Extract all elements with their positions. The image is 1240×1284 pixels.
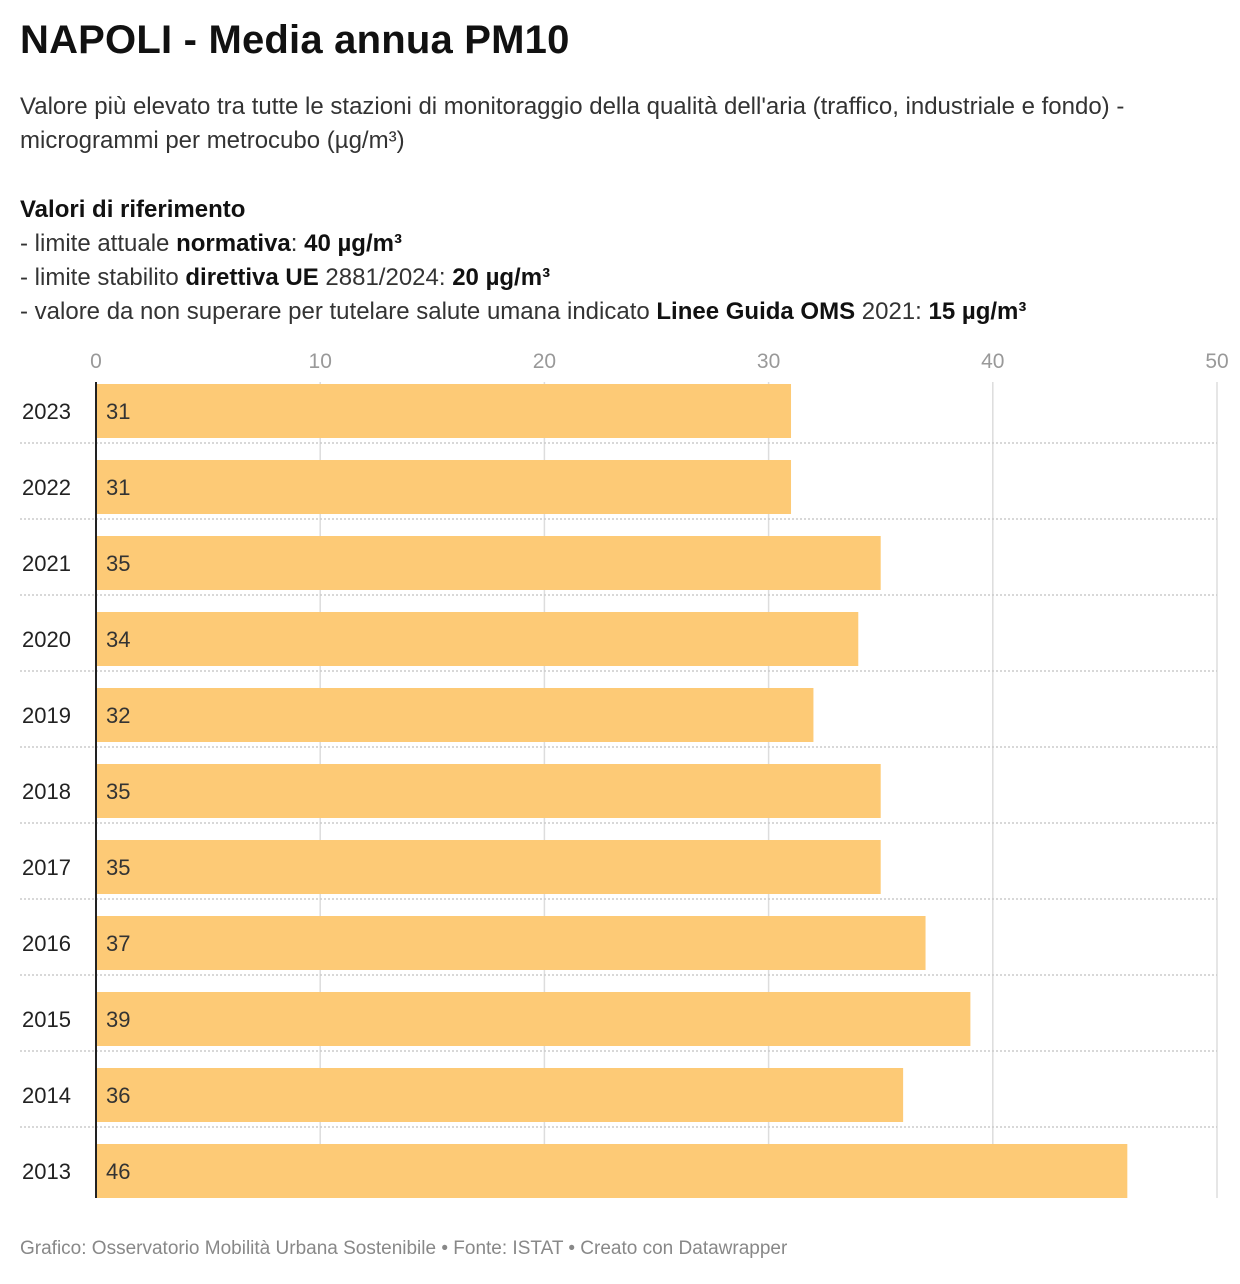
value-label-2015: 39 xyxy=(106,1007,130,1032)
category-label-2015: 2015 xyxy=(22,1007,71,1032)
tick-label-50: 50 xyxy=(1205,350,1228,373)
tick-label-10: 10 xyxy=(309,350,332,373)
reference-1-bold: normativa xyxy=(176,230,291,257)
reference-3-value: 15 µg/m³ xyxy=(928,298,1027,325)
bar-2018 xyxy=(96,764,881,818)
category-label-2022: 2022 xyxy=(22,475,71,500)
reference-2-bold: direttiva UE xyxy=(185,264,319,291)
category-label-2018: 2018 xyxy=(22,779,71,804)
category-label-2016: 2016 xyxy=(22,931,71,956)
chart-subtitle: Valore più elevato tra tutte le stazioni… xyxy=(20,93,1125,154)
tick-label-30: 30 xyxy=(757,350,780,373)
bar-2013 xyxy=(96,1144,1128,1198)
chart-title: NAPOLI - Media annua PM10 xyxy=(20,18,570,62)
bar-2021 xyxy=(96,536,881,590)
value-label-2018: 35 xyxy=(106,779,130,804)
tick-label-20: 20 xyxy=(533,350,556,373)
category-label-2019: 2019 xyxy=(22,703,71,728)
bar-2016 xyxy=(96,916,926,970)
reference-line-3: - valore da non superare per tutelare sa… xyxy=(20,295,1220,329)
reference-1-prefix: - limite attuale xyxy=(20,230,177,257)
reference-3-bold: Linee Guida OMS xyxy=(656,298,856,325)
tick-label-40: 40 xyxy=(981,350,1004,373)
value-label-2021: 35 xyxy=(106,551,130,576)
bar-chart: 0 10 20 30 40 50 2023 31 2022 31 2021 35 2020 34 2019 3… xyxy=(20,350,1229,1198)
category-label-2020: 2020 xyxy=(22,627,71,652)
category-label-2023: 2023 xyxy=(22,399,71,424)
category-label-2013: 2013 xyxy=(22,1159,71,1184)
reference-2-prefix: - limite stabilito xyxy=(20,264,186,291)
bar-2015 xyxy=(96,992,971,1046)
reference-1-value: 40 µg/m³ xyxy=(304,230,402,257)
reference-line-1: - limite attuale normativa: 40 µg/m³ xyxy=(20,227,1220,261)
value-label-2023: 31 xyxy=(106,399,130,424)
bar-2022 xyxy=(96,460,792,514)
reference-3-prefix: - valore da non superare per tutelare sa… xyxy=(20,298,657,325)
reference-1-mid: : xyxy=(290,230,305,257)
category-label-2014: 2014 xyxy=(22,1083,71,1108)
reference-2-value: 20 µg/m³ xyxy=(452,264,551,291)
bar-2017 xyxy=(96,840,881,894)
value-label-2016: 37 xyxy=(106,931,130,956)
bar-2019 xyxy=(96,688,814,742)
value-label-2014: 36 xyxy=(106,1083,130,1108)
chart-footer: Grafico: Osservatorio Mobilità Urbana So… xyxy=(20,1238,788,1259)
value-label-2019: 32 xyxy=(106,703,130,728)
reference-2-mid: 2881/2024: xyxy=(318,264,453,291)
value-label-2020: 34 xyxy=(106,627,130,652)
bar-2014 xyxy=(96,1068,904,1122)
bar-2020 xyxy=(96,612,859,666)
reference-line-2: - limite stabilito direttiva UE 2881/202… xyxy=(20,261,1220,295)
tick-label-0: 0 xyxy=(90,350,102,373)
category-label-2021: 2021 xyxy=(22,551,71,576)
reference-heading: Valori di riferimento xyxy=(20,196,246,223)
bar-2023 xyxy=(96,384,792,438)
value-label-2013: 46 xyxy=(106,1159,130,1184)
value-label-2017: 35 xyxy=(106,855,130,880)
reference-3-mid: 2021: xyxy=(855,298,929,325)
reference-values: Valori di riferimento - limite attuale n… xyxy=(20,193,1220,329)
value-label-2022: 31 xyxy=(106,475,130,500)
category-label-2017: 2017 xyxy=(22,855,71,880)
